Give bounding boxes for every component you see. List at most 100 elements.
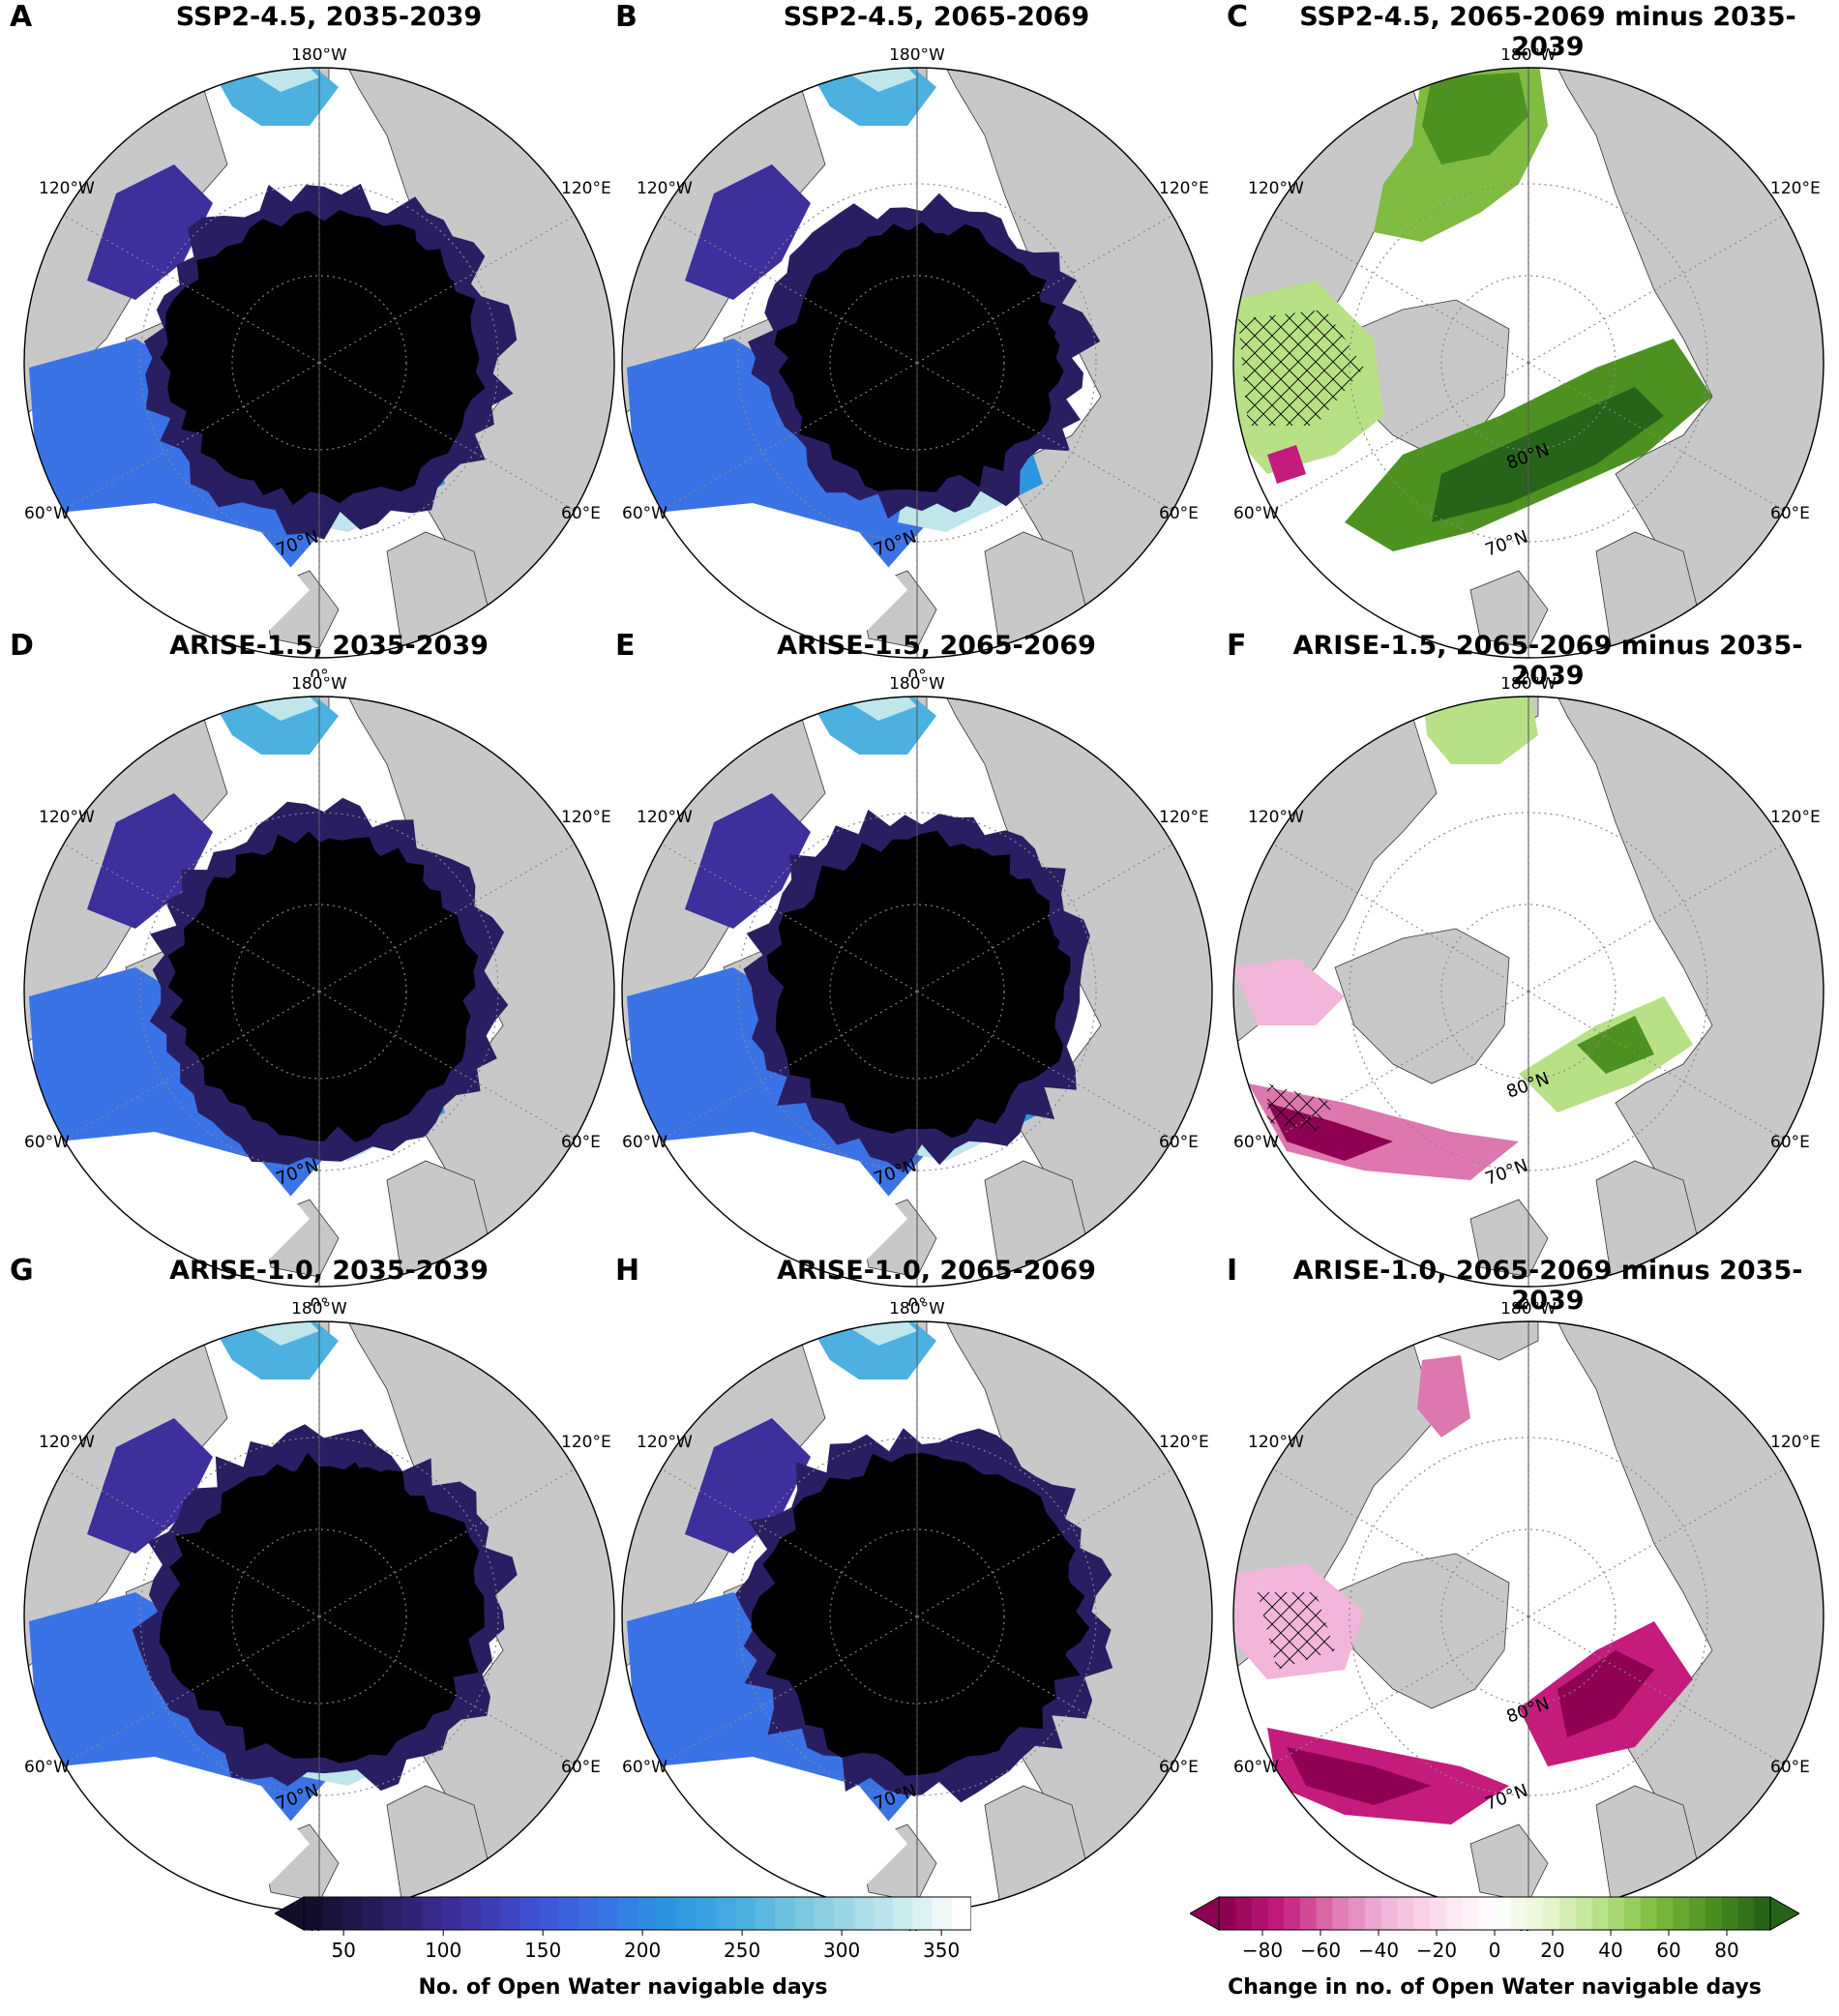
colorbar-step: [519, 1897, 541, 1930]
open-water-zone-bering-high: [840, 1321, 917, 1346]
label-60e: 60°E: [1770, 1133, 1810, 1152]
label-120e: 120°E: [561, 179, 611, 198]
panel-title: ARISE-1.5, 2065-2069 minus 2035-2039: [1292, 631, 1803, 691]
label-0: 0°: [310, 667, 328, 677]
open-water-zone-canada: [87, 793, 213, 929]
map-content: [24, 1321, 614, 1912]
colorbar-step: [1640, 1897, 1658, 1930]
colorbar-step: [1754, 1897, 1771, 1930]
panel-b: B SSP2-4.5, 2065-2069 180°W 0° 120°W 120°E 60°…: [608, 0, 1213, 677]
latitude-80n-circle: [829, 904, 1005, 1080]
colorbar-step: [1364, 1897, 1382, 1930]
ice-core: [798, 229, 1056, 464]
label-60w: 60°W: [24, 504, 70, 523]
colorbar-step: [1673, 1897, 1690, 1930]
colorbar-tick-label: 150: [524, 1939, 562, 1962]
change-zone-pacific-negative: [1417, 1355, 1470, 1438]
ice-core: [781, 1458, 1072, 1746]
colorbar-step: [1413, 1897, 1431, 1930]
land-mass: [1334, 1553, 1510, 1709]
colorbar-step: [735, 1897, 756, 1930]
panel-letter: E: [615, 629, 636, 663]
colorbar-step: [1462, 1897, 1479, 1930]
open-water-zone-bering-high: [242, 1321, 319, 1346]
change-zone-negative: [1267, 445, 1306, 484]
colorbar-step: [1495, 1897, 1512, 1930]
label-180w: 180°W: [1500, 48, 1557, 65]
map-content: [622, 68, 1212, 658]
colorbar-tick-label: −20: [1415, 1939, 1458, 1962]
label-180w: 180°W: [291, 1302, 347, 1319]
change-zone-canada-negative: [1233, 958, 1345, 1025]
panel-title: ARISE-1.5, 2035-2039: [169, 631, 489, 661]
colorbar-step: [1251, 1897, 1268, 1930]
colorbar-step: [892, 1897, 913, 1930]
label-120w: 120°W: [637, 808, 693, 827]
open-water-zone-bering-high: [242, 68, 319, 92]
change-zone-atlantic-strong-negative: [1287, 1747, 1432, 1805]
colorbar-step: [441, 1897, 461, 1930]
colorbar-step: [1349, 1897, 1366, 1930]
label-60e: 60°E: [1159, 1758, 1199, 1777]
panel-title: ARISE-1.5, 2065-2069: [777, 631, 1096, 661]
colorbar-step: [1478, 1897, 1496, 1930]
colorbar-tick-label: 100: [425, 1939, 462, 1962]
label-60e: 60°E: [561, 1133, 601, 1152]
ice-core: [791, 844, 1060, 1114]
label-120w: 120°W: [1248, 1433, 1304, 1452]
colorbar-step: [480, 1897, 501, 1930]
label-0: 0°: [1519, 1295, 1537, 1306]
label-60w: 60°W: [622, 1758, 667, 1777]
colorbar-step: [833, 1897, 854, 1930]
label-180w: 180°W: [889, 1302, 945, 1319]
colorbar-step: [951, 1897, 971, 1930]
colorbar-step: [460, 1897, 482, 1930]
colorbar-step: [1380, 1897, 1398, 1930]
ice-core: [191, 838, 467, 1116]
panel-letter: A: [10, 0, 33, 34]
label-0: 0°: [907, 1295, 926, 1306]
significance-hatching: [1258, 1592, 1335, 1670]
latitude-80n-circle: [829, 275, 1005, 451]
label-60w: 60°W: [1233, 504, 1279, 523]
label-60w: 60°W: [622, 1133, 667, 1152]
colorbar-step: [1316, 1897, 1333, 1930]
land-mass: [935, 68, 1212, 658]
label-60e: 60°E: [1159, 1133, 1199, 1152]
label-60e: 60°E: [1159, 504, 1199, 523]
label-120e: 120°E: [1770, 808, 1821, 827]
colorbar-step: [1591, 1897, 1609, 1930]
colorbar-step: [932, 1897, 953, 1930]
colorbar-change-bar: [1190, 1896, 1799, 1936]
label-120w: 120°W: [637, 1433, 693, 1452]
panel-title: ARISE-1.0, 2065-2069: [777, 1256, 1096, 1286]
colorbar-step: [775, 1897, 795, 1930]
latitude-80n-circle: [1440, 904, 1617, 1080]
colorbar-extend-left: [275, 1896, 305, 1931]
colorbar-step: [657, 1897, 678, 1930]
panel-f: F ARISE-1.5, 2065-2069 minus 2035-2039 180…: [1219, 629, 1824, 1306]
open-water-zone-canada: [87, 164, 213, 300]
land-mass: [1547, 697, 1824, 1287]
colorbar-step: [1527, 1897, 1544, 1930]
colorbar-step: [1284, 1897, 1301, 1930]
label-60e: 60°E: [561, 504, 601, 523]
label-180w: 180°W: [1500, 677, 1557, 694]
colorbar-step: [1299, 1897, 1318, 1930]
latitude-80n-circle: [829, 1528, 1005, 1705]
label-120w: 120°W: [39, 179, 95, 198]
colorbar-step: [1624, 1897, 1642, 1930]
colorbar-tick-label: 60: [1656, 1939, 1681, 1962]
colorbar-days-bar: [275, 1896, 971, 1936]
colorbar-step: [382, 1897, 402, 1930]
latitude-80n-circle: [1440, 1528, 1617, 1705]
panel-d: D ARISE-1.5, 2035-2039 180°W 0° 120°W 120°E 60…: [0, 629, 615, 1306]
colorbar-step: [1543, 1897, 1560, 1930]
colorbar-extend-right: [1769, 1896, 1799, 1931]
panel-title: SSP2-4.5, 2035-2039: [175, 2, 483, 32]
colorbar-step: [1689, 1897, 1706, 1930]
